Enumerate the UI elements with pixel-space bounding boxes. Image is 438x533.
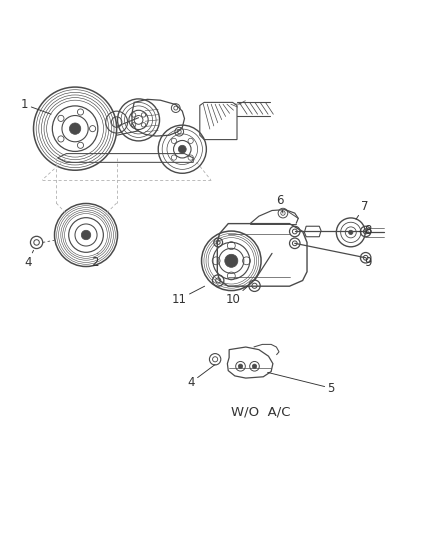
Text: 6: 6 (276, 195, 283, 213)
Text: 9: 9 (361, 256, 371, 269)
Text: 5: 5 (267, 373, 334, 394)
Text: 10: 10 (225, 286, 247, 306)
Text: 2: 2 (91, 253, 98, 270)
Circle shape (178, 146, 186, 153)
Text: 11: 11 (171, 286, 204, 306)
Text: 4: 4 (187, 365, 215, 389)
Circle shape (69, 123, 81, 134)
Text: 1: 1 (21, 98, 51, 114)
Text: 8: 8 (359, 224, 371, 237)
Text: 4: 4 (24, 251, 33, 269)
Circle shape (348, 230, 352, 235)
Circle shape (81, 230, 91, 240)
Circle shape (252, 364, 256, 368)
Text: W/O  A/C: W/O A/C (231, 405, 290, 418)
Text: 7: 7 (355, 200, 367, 219)
Circle shape (224, 254, 237, 268)
Circle shape (238, 364, 242, 368)
